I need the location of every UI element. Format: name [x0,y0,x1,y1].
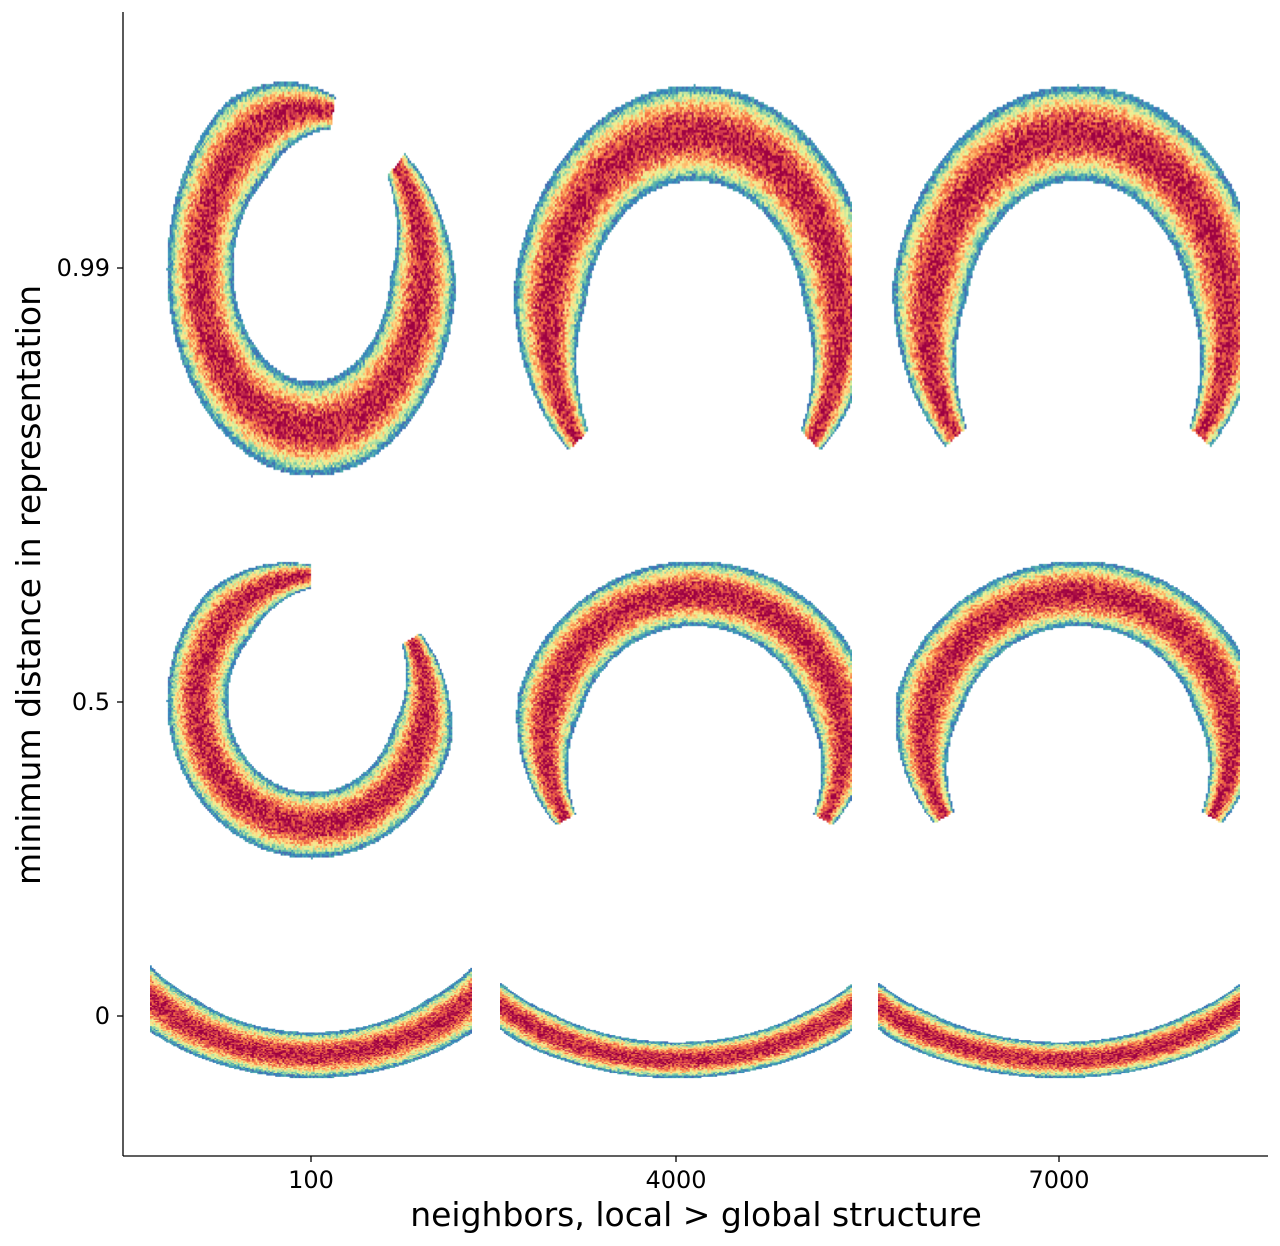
embedding-panel-4000-0.5 [500,525,852,875]
embedding-panel-7000-0.5 [878,525,1240,875]
x-tick-label: 100 [288,1166,334,1194]
embedding-panel-7000-0 [878,902,1240,1130]
x-ticks: 100 4000 7000 [288,1156,1090,1194]
y-tick-label: 0 [95,1002,110,1030]
embedding-panel-7000-0.99 [878,38,1240,498]
x-axis-title: neighbors, local > global structure [410,1195,982,1234]
embedding-panel-4000-0.99 [500,38,852,498]
y-tick-label: 0.5 [72,688,110,716]
y-axis-title: minimum distance in representation [9,285,48,885]
embedding-panel-100-0.99 [150,38,472,498]
x-tick-label: 7000 [1028,1166,1089,1194]
panels-group [150,38,1240,1130]
embedding-panel-100-0.5 [150,525,472,875]
x-tick-label: 4000 [645,1166,706,1194]
embedding-panel-4000-0 [500,902,852,1130]
y-ticks: 0.99 0.5 0 [57,254,123,1030]
embedding-panel-100-0 [150,902,472,1130]
y-tick-label: 0.99 [57,254,110,282]
